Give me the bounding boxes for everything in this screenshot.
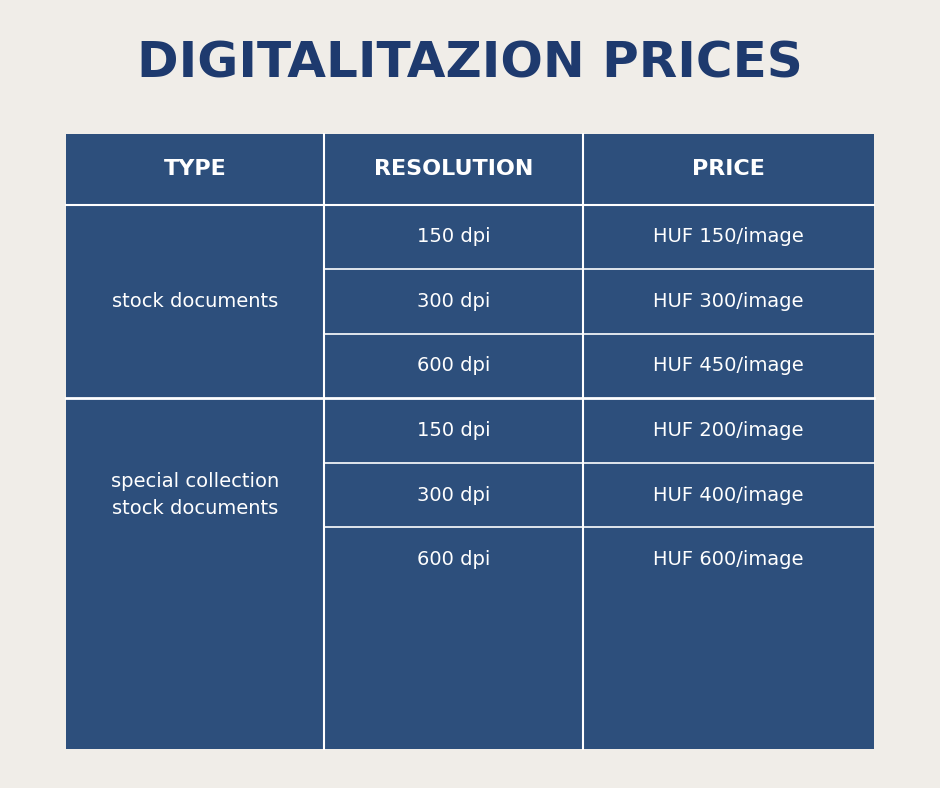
FancyBboxPatch shape: [66, 134, 874, 749]
Text: stock documents: stock documents: [112, 292, 278, 311]
Text: HUF 150/image: HUF 150/image: [653, 228, 804, 247]
Text: RESOLUTION: RESOLUTION: [374, 159, 534, 180]
Text: HUF 450/image: HUF 450/image: [653, 356, 804, 376]
Text: 600 dpi: 600 dpi: [417, 356, 491, 376]
Text: DIGITALITAZION PRICES: DIGITALITAZION PRICES: [137, 39, 803, 87]
Text: special collection
stock documents: special collection stock documents: [111, 472, 279, 518]
Text: HUF 200/image: HUF 200/image: [653, 421, 804, 440]
Text: 150 dpi: 150 dpi: [417, 228, 491, 247]
Text: HUF 400/image: HUF 400/image: [653, 485, 804, 504]
Text: 300 dpi: 300 dpi: [417, 485, 491, 504]
Text: 600 dpi: 600 dpi: [417, 550, 491, 569]
Text: TYPE: TYPE: [164, 159, 227, 180]
Text: HUF 300/image: HUF 300/image: [653, 292, 804, 311]
Text: PRICE: PRICE: [692, 159, 765, 180]
Text: HUF 600/image: HUF 600/image: [653, 550, 804, 569]
Text: 150 dpi: 150 dpi: [417, 421, 491, 440]
Text: 300 dpi: 300 dpi: [417, 292, 491, 311]
